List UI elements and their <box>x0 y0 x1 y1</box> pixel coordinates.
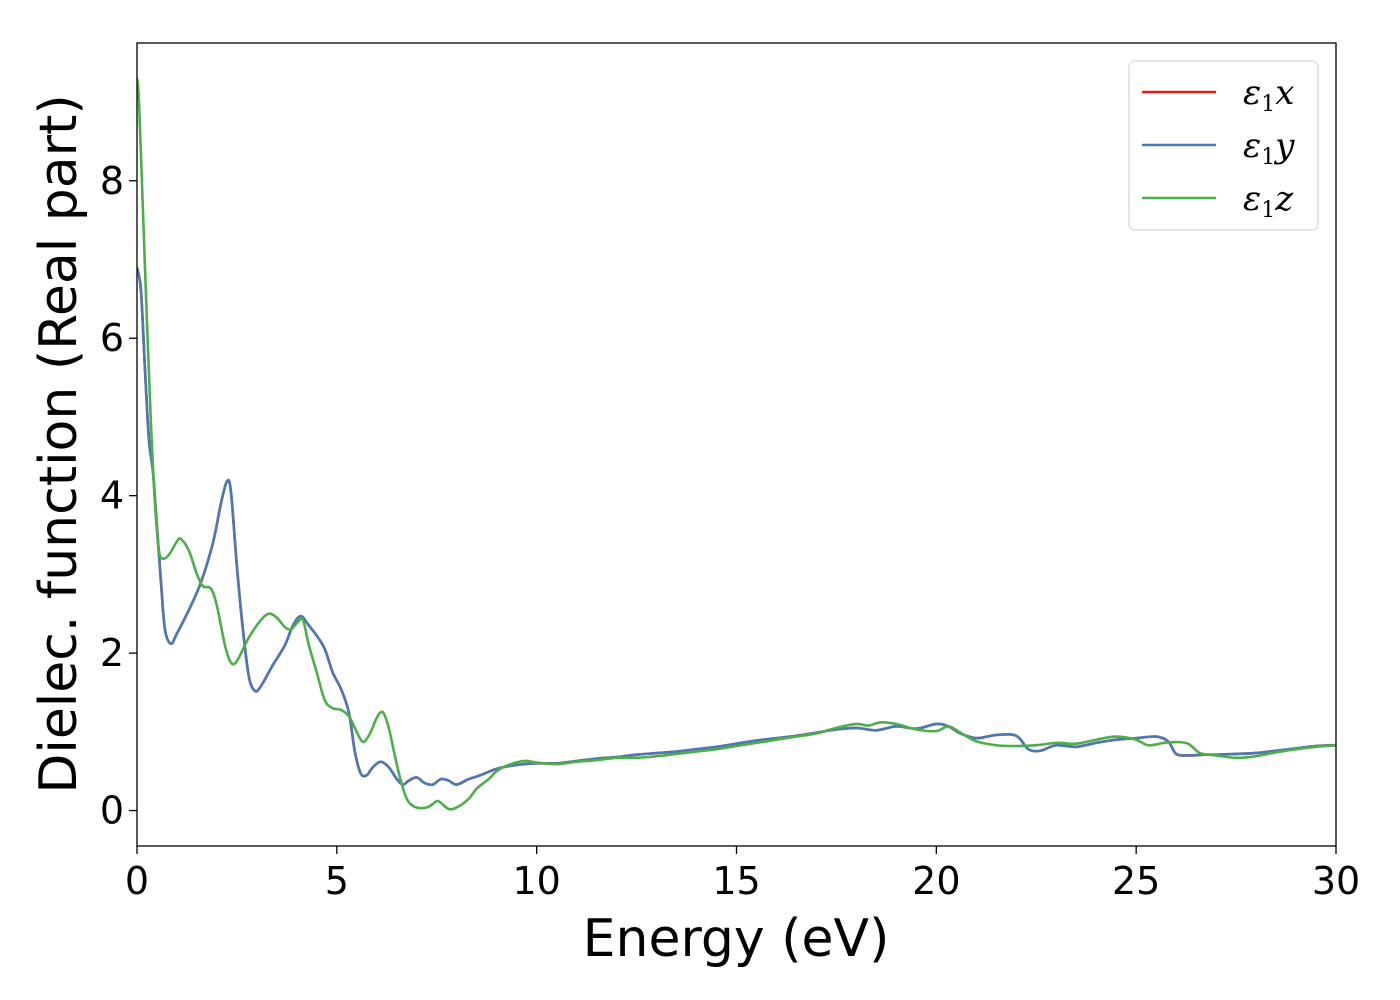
legend-label-z: ε1z <box>1243 179 1294 223</box>
x-tick-label: 20 <box>912 859 960 903</box>
series-line-y <box>137 267 1336 787</box>
y-tick-label: 0 <box>100 789 124 833</box>
series-layer <box>137 78 1336 811</box>
legend-label-x: ε1x <box>1243 73 1294 117</box>
x-tick-label: 25 <box>1112 859 1160 903</box>
y-tick-label: 8 <box>100 159 124 203</box>
x-tick-label: 0 <box>125 859 149 903</box>
x-axis-label: Energy (eV) <box>583 909 890 969</box>
y-tick-label: 6 <box>100 316 124 360</box>
legend-label-y: ε1y <box>1243 126 1295 170</box>
y-tick-label: 4 <box>100 474 124 518</box>
series-line-x <box>137 267 1336 787</box>
x-tick-label: 5 <box>325 859 349 903</box>
y-axis: 0 2 4 6 8 <box>100 159 137 833</box>
x-tick-label: 10 <box>512 859 560 903</box>
x-tick-label: 15 <box>712 859 760 903</box>
legend: ε1x ε1y ε1z <box>1128 60 1319 231</box>
legend-box <box>1128 60 1319 231</box>
x-axis: 0 5 10 15 20 25 30 <box>125 846 1360 903</box>
y-tick-label: 2 <box>100 631 124 675</box>
x-tick-label: 30 <box>1312 859 1360 903</box>
series-line-z <box>137 78 1336 811</box>
y-axis-label: Dielec. function (Real part) <box>29 94 89 793</box>
